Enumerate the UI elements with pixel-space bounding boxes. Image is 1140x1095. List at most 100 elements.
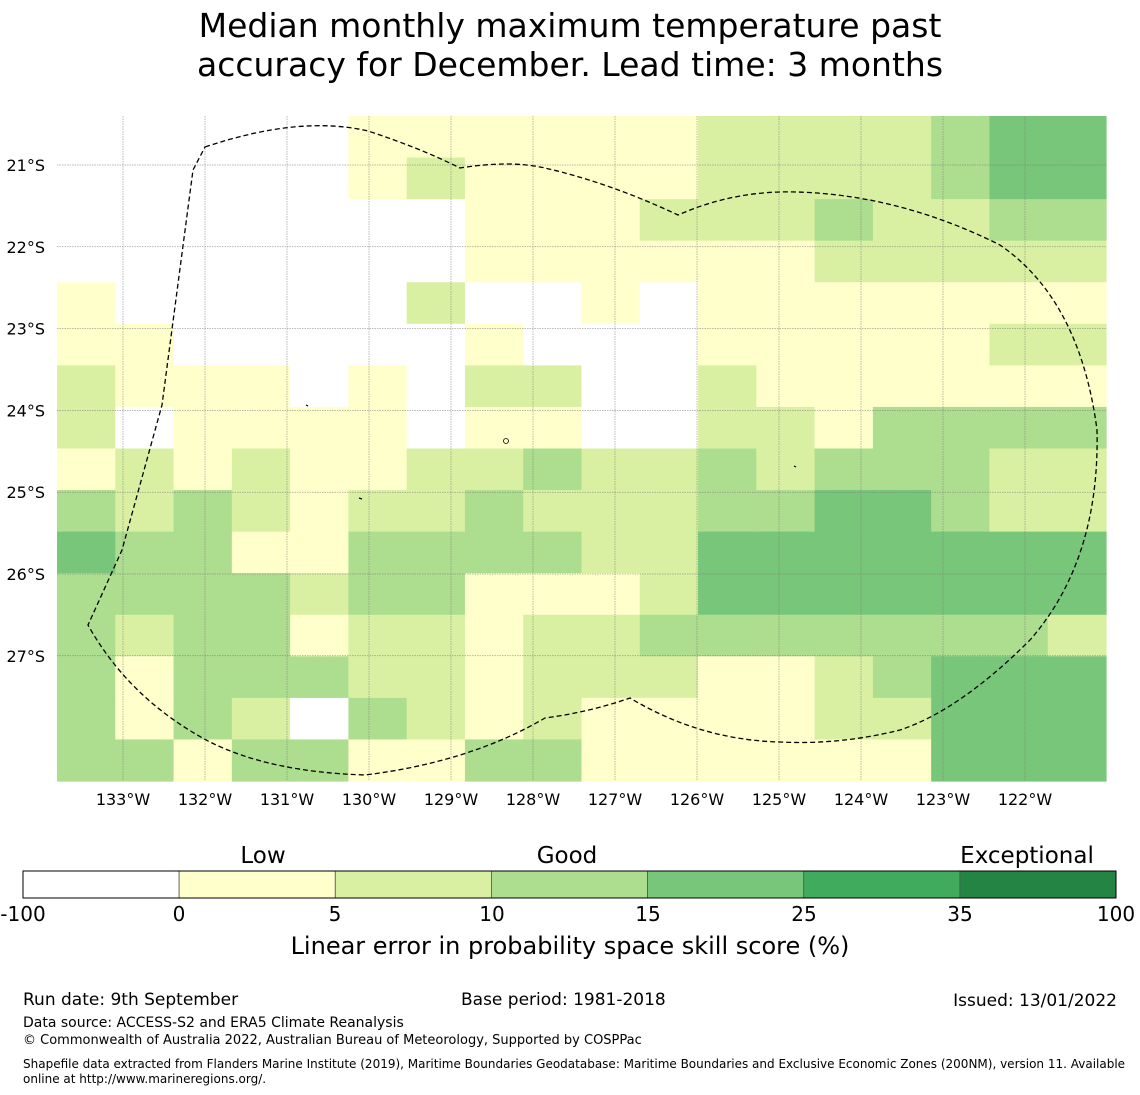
grid-cell [406,739,466,782]
grid-cell [639,240,699,283]
grid-cell [173,531,233,574]
grid-cell [406,490,466,533]
colorbar-bar [22,870,1117,899]
grid-cell [173,656,233,699]
grid-cell [639,157,699,200]
grid-cell [523,697,583,741]
colorbar-tick: 5 [328,902,342,926]
y-tick-label: 24°S [6,401,45,420]
grid-cell [57,282,116,325]
grid-cell [931,323,991,366]
grid-cell [173,573,233,616]
grid-cell [698,531,757,574]
grid-cell [698,573,757,616]
grid-cell [231,614,291,657]
grid-cell [348,199,408,242]
grid-cell [756,697,816,741]
y-tick-label: 26°S [6,565,45,584]
grid-cell [872,614,932,657]
grid-cell [406,448,466,491]
grid-cell [231,240,291,283]
grid-cell [464,116,524,159]
grid-cell [756,199,816,242]
grid-cell [872,199,932,242]
grid-cell [989,697,1049,741]
grid-cell [348,116,408,159]
grid-cell [523,323,583,366]
grid-cell [115,573,175,616]
run-date: Run date: 9th September [23,990,239,1010]
grid-cell [814,448,874,491]
grid-cell [57,573,116,616]
grid-cell [639,573,699,616]
grid-cell [348,157,408,200]
grid-cell [348,282,408,325]
grid-cell [1047,573,1107,616]
grid-cell [639,656,699,699]
title-line-2: accuracy for December. Lead time: 3 mont… [196,45,944,84]
y-tick-label: 21°S [6,156,45,175]
grid-cell [931,656,991,699]
grid-cell [115,240,175,283]
data-source: Data source: ACCESS-S2 and ERA5 Climate … [23,1015,404,1031]
grid-cell [290,697,349,741]
grid-cell [115,656,175,699]
x-tick-labels: 133°W 132°W 131°W 130°W 129°W 128°W 127°W 126°W… [96,790,1053,809]
grid-cell [173,406,233,450]
grid-cell [1047,656,1107,699]
grid-cell [872,531,932,574]
x-tick-label: 125°W [752,790,807,809]
grid-cell [872,656,932,699]
colorbar-tick: -100 [0,902,46,926]
colorbar-tick: 100 [1096,902,1136,926]
grid-cell [57,448,116,491]
grid-cell [756,656,816,699]
grid-cell [872,697,932,741]
map-title: Median monthly maximum temperature past … [0,6,1140,84]
x-tick-label: 133°W [96,790,151,809]
grid-cell [57,365,116,408]
grid-cell [989,448,1049,491]
grid-cell [464,490,524,533]
grid-cell [115,406,175,450]
grid-cell [173,490,233,533]
grid-cell [931,406,991,450]
grid-cell [756,490,816,533]
island-mark [793,465,797,468]
grid-cell [115,614,175,657]
y-tick-label: 25°S [6,483,45,502]
grid-cell [406,531,466,574]
x-tick-label: 130°W [342,790,397,809]
colorbar-segment [178,870,336,899]
grid-cell [231,739,291,782]
grid-cell [115,739,175,782]
grid-cell [698,365,757,408]
colorbar-category-good: Good [536,843,598,869]
grid-cell [1047,365,1107,408]
grid-cell [639,406,699,450]
x-tick-label: 127°W [588,790,643,809]
grid-cell [1047,739,1107,782]
island-mark [305,404,309,407]
grid-cell [814,116,874,159]
title-line-1: Median monthly maximum temperature past [198,6,942,45]
grid-cell [581,531,641,574]
grid-cell [872,240,932,283]
grid-cell [931,614,991,657]
grid-cell [523,656,583,699]
grid-cell [581,282,641,325]
grid-cell [231,406,291,450]
grid-cell [931,199,991,242]
grid-cell [523,406,583,450]
grid-cell [581,116,641,159]
grid-cell [1047,448,1107,491]
grid-cell [989,406,1049,450]
grid-cell [581,157,641,200]
grid-cell [698,448,757,491]
grid-cell [814,490,874,533]
grid-cell [581,323,641,366]
grid-cell [406,240,466,283]
grid-cell [231,490,291,533]
grid-cell [814,157,874,200]
grid-cell [173,365,233,408]
